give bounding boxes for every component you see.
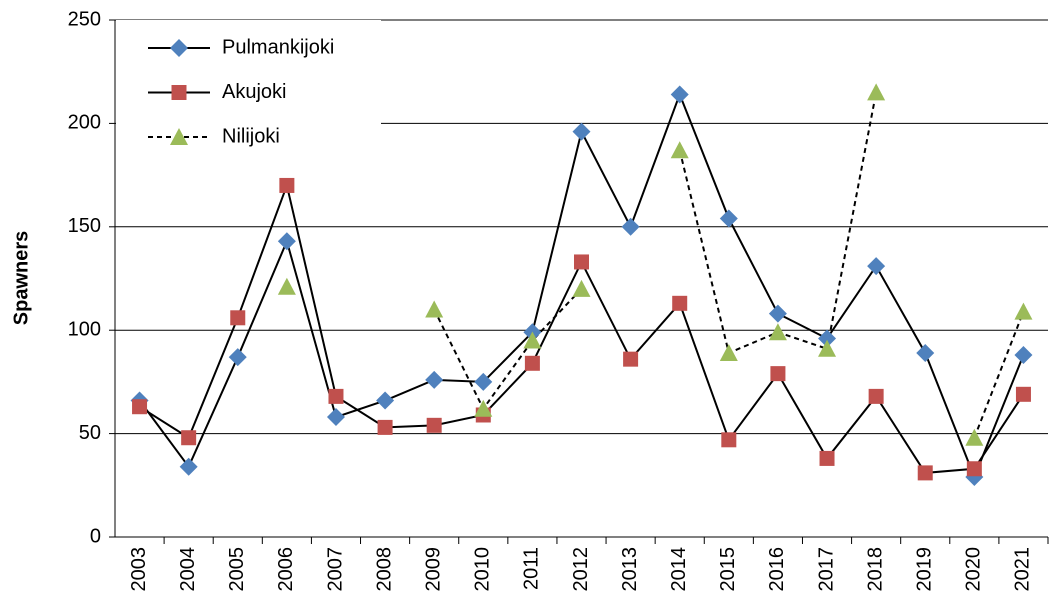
marker: [721, 432, 737, 448]
marker: [474, 372, 493, 391]
x-tick-label: 2009: [422, 547, 444, 592]
legend-label: Akujoki: [222, 81, 286, 103]
marker: [818, 339, 837, 357]
marker: [376, 391, 395, 410]
series-line: [433, 288, 583, 411]
marker: [623, 351, 639, 367]
x-tick-label: 2017: [815, 547, 837, 592]
marker: [230, 310, 246, 326]
marker: [719, 343, 738, 361]
x-tick-label: 2020: [963, 547, 985, 592]
x-tick-label: 2016: [766, 547, 788, 592]
x-tick-label: 2015: [717, 547, 739, 592]
y-tick-label: 150: [68, 215, 101, 237]
y-axis-label: Spawners: [10, 231, 32, 325]
marker: [425, 300, 444, 318]
marker: [572, 122, 591, 141]
legend-label: Nilijoki: [222, 125, 280, 147]
marker: [1014, 302, 1033, 320]
marker: [916, 343, 935, 362]
x-tick-label: 2006: [275, 547, 297, 592]
x-tick-label: 2010: [472, 547, 494, 592]
x-tick-label: 2013: [619, 547, 641, 592]
x-tick-label: 2021: [1012, 547, 1034, 592]
marker: [179, 457, 198, 476]
marker: [1015, 386, 1031, 402]
marker: [867, 83, 886, 101]
x-tick-label: 2012: [570, 547, 592, 592]
marker: [426, 417, 442, 433]
marker: [917, 465, 933, 481]
series-line: [973, 311, 1025, 439]
x-tick-label: 2019: [914, 547, 936, 592]
marker: [574, 254, 589, 270]
marker: [768, 323, 787, 341]
legend-label: Pulmankijoki: [222, 36, 334, 58]
y-tick-label: 250: [68, 8, 101, 30]
legend: Pulmankijoki Akujoki Nilijoki: [116, 20, 381, 147]
y-tick-label: 0: [90, 525, 101, 547]
marker: [279, 177, 295, 193]
marker: [670, 85, 689, 104]
marker: [377, 419, 393, 435]
marker: [523, 331, 542, 349]
legend-marker: [170, 39, 188, 57]
marker: [228, 348, 247, 367]
legend-marker: [171, 85, 187, 100]
marker: [768, 304, 787, 323]
marker: [277, 232, 296, 251]
marker: [621, 217, 640, 236]
marker: [181, 430, 197, 446]
x-tick-label: 2008: [373, 547, 395, 592]
marker: [132, 399, 148, 415]
x-tick-label: 2003: [128, 547, 150, 592]
marker: [819, 450, 835, 466]
marker: [965, 428, 984, 446]
marker: [474, 399, 493, 417]
marker: [425, 370, 444, 389]
marker: [524, 355, 540, 371]
y-tick-label: 50: [79, 422, 101, 444]
x-tick-label: 2005: [226, 547, 248, 592]
marker: [326, 408, 345, 427]
marker: [867, 257, 886, 276]
y-tick-label: 200: [68, 112, 101, 134]
y-tick-label: 100: [68, 318, 101, 340]
marker: [670, 141, 689, 159]
legend-box: [116, 20, 381, 126]
marker: [672, 295, 688, 311]
x-tick-label: 2004: [177, 547, 199, 592]
x-tick-label: 2011: [521, 547, 543, 590]
marker: [328, 388, 344, 404]
marker: [966, 461, 982, 477]
x-tick-label: 2014: [668, 547, 690, 592]
marker: [818, 329, 837, 348]
legend-marker: [170, 128, 188, 145]
x-tick-label: 2007: [324, 547, 346, 592]
marker: [868, 388, 884, 404]
marker: [770, 366, 786, 382]
series-line: [139, 181, 1025, 474]
x-tick-label: 2018: [864, 547, 886, 592]
marker: [719, 209, 738, 228]
marker: [572, 279, 591, 297]
marker: [1014, 346, 1033, 365]
marker: [277, 277, 296, 295]
